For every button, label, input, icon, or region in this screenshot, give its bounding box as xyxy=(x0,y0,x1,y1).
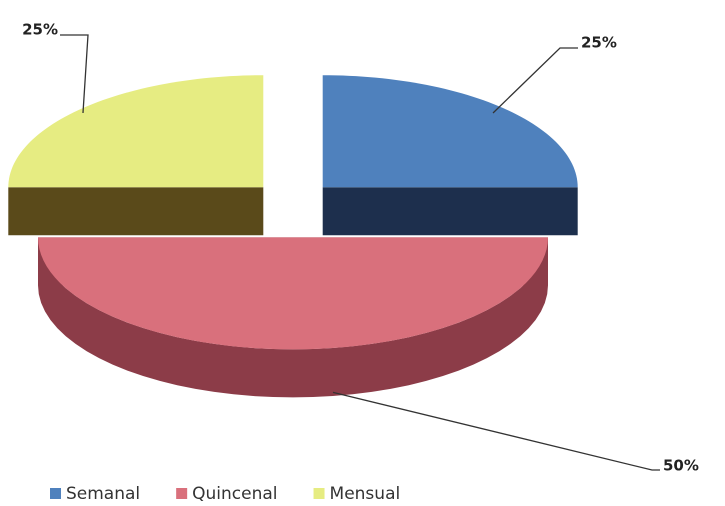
slice xyxy=(322,75,578,188)
leader-line xyxy=(492,47,578,114)
legend-label: Mensual xyxy=(330,484,401,504)
data-label: 50% xyxy=(663,457,699,475)
legend-swatch xyxy=(50,488,61,499)
slice-wall xyxy=(38,237,548,398)
legend-swatch xyxy=(313,488,325,499)
data-label: 25% xyxy=(22,21,58,39)
data-label: 25% xyxy=(581,34,617,52)
slice-side xyxy=(8,187,264,236)
legend-label: Quincenal xyxy=(192,484,277,504)
slice-side xyxy=(322,187,578,236)
legend-label: Semanal xyxy=(66,484,140,504)
leader-line xyxy=(332,391,660,471)
slice xyxy=(38,237,548,350)
leader-line xyxy=(60,34,89,114)
legend-swatch xyxy=(176,488,188,499)
slice xyxy=(8,75,264,188)
